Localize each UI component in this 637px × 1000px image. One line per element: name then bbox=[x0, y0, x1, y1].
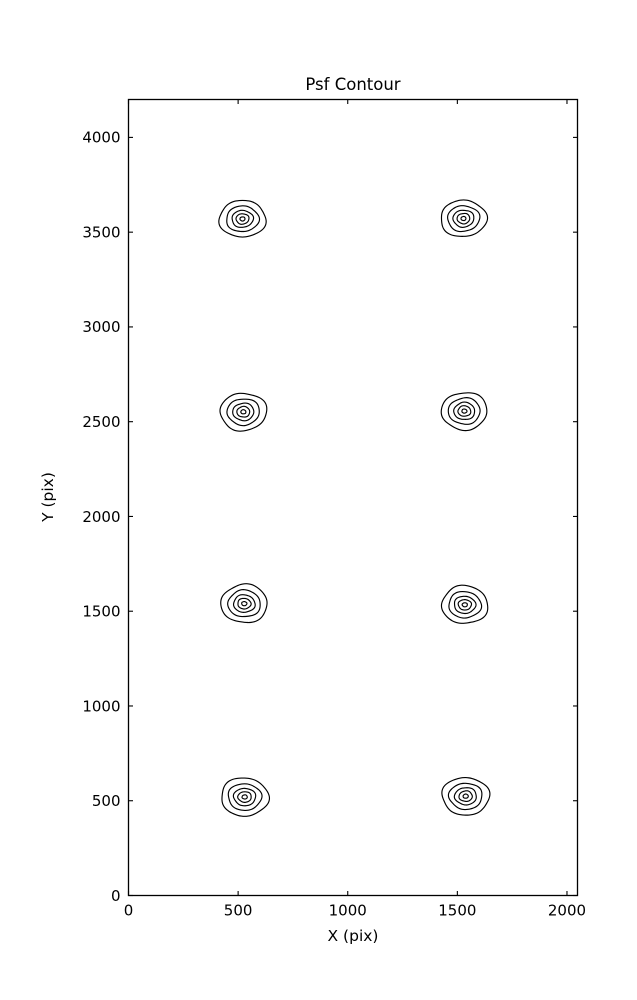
contour-ring bbox=[440, 199, 489, 237]
contour-ring bbox=[460, 215, 467, 222]
contour-ring bbox=[241, 794, 248, 800]
page-title: Psf Contour bbox=[305, 75, 400, 94]
contour-ring bbox=[226, 205, 261, 233]
contour-ring bbox=[237, 791, 252, 803]
contour-ring bbox=[218, 199, 267, 238]
x-tick-label: 0 bbox=[124, 902, 134, 920]
contour-ring bbox=[440, 584, 489, 624]
y-tick-label: 2500 bbox=[82, 413, 120, 431]
contour-ring bbox=[453, 595, 477, 615]
x-tick-label: 1000 bbox=[329, 902, 367, 920]
contour-ring bbox=[462, 793, 469, 799]
contour-ring bbox=[452, 209, 475, 228]
y-axis-label: Y (pix) bbox=[39, 472, 57, 523]
x-tick-label: 500 bbox=[224, 902, 253, 920]
contour-ring bbox=[219, 392, 268, 432]
contour-ring bbox=[441, 777, 491, 816]
contour-ring bbox=[456, 212, 471, 225]
contour-ring bbox=[447, 782, 483, 811]
contour-ring bbox=[461, 602, 468, 608]
contour-ring bbox=[235, 213, 250, 225]
y-tick-label: 0 bbox=[111, 887, 121, 905]
axes-frame bbox=[127, 98, 579, 897]
y-tick-label: 3000 bbox=[82, 318, 120, 336]
contour-ring bbox=[236, 405, 251, 418]
contour-ring bbox=[220, 583, 268, 624]
x-tick-label: 1500 bbox=[438, 902, 476, 920]
psf-source-psf-r4-c2 bbox=[440, 199, 489, 237]
psf-source-psf-r1-c1 bbox=[221, 777, 271, 817]
contour-ring bbox=[453, 401, 476, 420]
psf-source-psf-r1-c2 bbox=[441, 777, 491, 816]
y-tick-label: 1500 bbox=[82, 603, 120, 621]
contour-ring bbox=[232, 402, 255, 422]
psf-source-psf-r3-c1 bbox=[219, 392, 268, 432]
contour-ring bbox=[457, 599, 473, 611]
contour-ring bbox=[237, 597, 252, 610]
contour-ring bbox=[226, 398, 260, 427]
contour-ring bbox=[227, 589, 261, 618]
psf-source-psf-r2-c1 bbox=[220, 583, 268, 624]
contour-ring bbox=[461, 408, 468, 414]
contour-ring bbox=[241, 601, 248, 607]
contour-ring bbox=[448, 590, 483, 619]
x-axis-label: X (pix) bbox=[328, 927, 379, 945]
contour-ring bbox=[440, 392, 488, 432]
y-tick-label: 2000 bbox=[82, 508, 120, 526]
contour-ring bbox=[240, 409, 247, 415]
contour-ring bbox=[239, 216, 246, 222]
y-tick-label: 4000 bbox=[82, 129, 120, 147]
contour-series bbox=[218, 199, 491, 817]
axes-area: 0 500 1000 1500 2000 0 500 1000 1500 2000 2500 3000… bbox=[82, 99, 586, 920]
psf-source-psf-r3-c2 bbox=[440, 392, 488, 432]
contour-ring bbox=[232, 594, 256, 613]
y-tick-label: 1000 bbox=[82, 697, 120, 715]
contour-ring bbox=[457, 405, 472, 417]
y-tick-label: 500 bbox=[92, 792, 121, 810]
psf-source-psf-r2-c2 bbox=[440, 584, 489, 624]
contour-ring bbox=[447, 205, 481, 233]
contour-ring bbox=[221, 777, 271, 817]
contour-ring bbox=[227, 783, 263, 811]
x-tick-label: 2000 bbox=[548, 902, 586, 920]
contour-ring bbox=[453, 787, 477, 806]
contour-ring bbox=[232, 787, 257, 807]
psf-source-psf-r4-c1 bbox=[218, 199, 267, 238]
contour-ring bbox=[447, 397, 481, 425]
y-tick-label: 3500 bbox=[82, 223, 120, 241]
contour-ring bbox=[458, 790, 473, 802]
contour-ring bbox=[231, 209, 255, 228]
